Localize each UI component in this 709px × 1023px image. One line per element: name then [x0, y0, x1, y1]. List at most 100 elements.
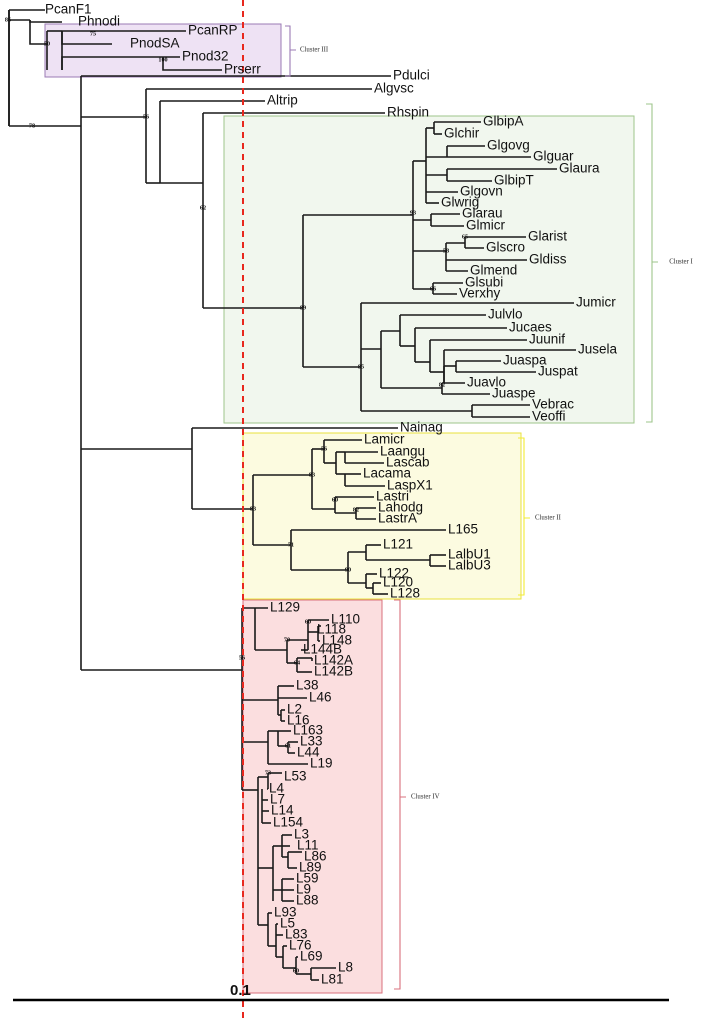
bootstrap-value: 60 [305, 618, 311, 625]
bootstrap-value: 71 [288, 541, 294, 548]
taxon-label: Pdulci [393, 68, 430, 83]
bootstrap-value: 86 [5, 16, 11, 23]
bootstrap-value: 60 [293, 967, 299, 974]
taxon-label: L144B [303, 642, 342, 657]
taxon-label: Juaspa [503, 353, 547, 368]
taxon-label: Algvsc [374, 81, 414, 96]
taxon-label: Juavlo [467, 375, 506, 390]
taxon-label: Lamicr [364, 432, 405, 447]
taxon-label: Glarist [528, 229, 567, 244]
taxon-label: L89 [299, 860, 322, 875]
cluster-2-label: Cluster II [535, 515, 562, 522]
taxon-label: Glmend [470, 263, 517, 278]
taxon-label: Glchir [444, 126, 480, 141]
bootstrap-value: 64 [294, 659, 300, 666]
bootstrap-value: 100 [158, 56, 167, 63]
taxon-label: L33 [300, 734, 323, 749]
tree-branches [8, 9, 576, 981]
taxon-label: L44 [297, 745, 320, 760]
taxon-label: L110 [331, 612, 360, 627]
bootstrap-value: 83 [309, 471, 315, 478]
bootstrap-value: 61 [285, 742, 291, 749]
taxon-label: L2 [287, 702, 302, 717]
bootstrap-value: 90 [345, 566, 351, 573]
bootstrap-value: 82 [353, 506, 359, 513]
bootstrap-value: 93 [410, 209, 416, 216]
taxon-label: Phnodi [78, 14, 120, 29]
taxon-label: Glaura [559, 161, 600, 176]
taxon-label: L122 [379, 566, 409, 581]
taxon-label: Juaspe [492, 386, 536, 401]
taxon-label: L148 [322, 633, 352, 648]
taxon-label: L8 [338, 960, 353, 975]
taxon-label: L83 [285, 927, 308, 942]
taxon-label: Jucaes [509, 320, 552, 335]
cluster-4-bracket [394, 599, 406, 990]
taxon-label: L81 [321, 972, 344, 987]
taxon-label: L19 [310, 756, 333, 771]
taxon-label: Gldiss [529, 252, 567, 267]
taxon-label: L76 [289, 938, 312, 953]
bootstrap-value: 66 [430, 285, 436, 292]
cluster-3-label: Cluster III [300, 47, 329, 54]
taxon-label: Glguar [533, 149, 574, 164]
taxon-label: L154 [273, 815, 304, 830]
taxon-label: Jusela [578, 342, 618, 357]
taxon-label: Lacama [363, 466, 412, 481]
cluster-4-label: Cluster IV [411, 794, 440, 801]
bootstrap-value: 85 [358, 363, 364, 370]
bootstrap-value: 73 [265, 769, 271, 776]
taxon-label: L46 [309, 690, 332, 705]
taxon-label: L69 [300, 949, 323, 964]
taxon-label: LalbU1 [448, 547, 491, 562]
taxon-label: Laangu [380, 444, 425, 459]
taxon-label: Nainag [400, 420, 443, 435]
taxon-label: L88 [296, 893, 319, 908]
taxon-label: Glsubi [465, 275, 503, 290]
taxon-label: LaspX1 [387, 478, 433, 493]
taxon-label: Veoffi [532, 409, 566, 424]
taxon-label: L38 [296, 678, 319, 693]
taxon-label: Juunif [529, 332, 565, 347]
cluster-2-box [242, 432, 522, 600]
cluster-1-bracket [646, 103, 658, 423]
taxon-label: L4 [269, 781, 285, 796]
cluster-4-box [242, 599, 383, 994]
bootstrap-value: 75 [90, 30, 96, 37]
bootstrap-value: 89 [300, 304, 306, 311]
taxon-label: GlbipT [494, 173, 534, 188]
bootstrap-value: 56 [143, 113, 149, 120]
scale-bar-label: 0.1 [230, 982, 251, 999]
taxon-label: Vebrac [532, 397, 574, 412]
taxon-label: L165 [448, 522, 478, 537]
taxon-label: L93 [274, 905, 297, 920]
cluster-2-bracket [518, 437, 530, 596]
taxon-label: Julvlo [488, 307, 523, 322]
taxon-label: LalbU3 [448, 558, 491, 573]
taxon-label: Jumicr [576, 295, 616, 310]
taxon-label: L14 [271, 803, 294, 818]
taxon-label: L53 [284, 769, 307, 784]
taxon-label: L7 [270, 792, 285, 807]
cluster-3-bracket [285, 25, 296, 77]
bootstrap-value: 62 [200, 204, 206, 211]
taxon-label: GlbipA [483, 114, 524, 129]
taxon-label: L163 [293, 723, 323, 738]
cluster-1-label: Cluster I [669, 259, 693, 266]
taxon-label: Rhspin [387, 105, 429, 120]
taxon-label: L59 [296, 871, 319, 886]
taxon-label: Glgovg [487, 138, 530, 153]
taxon-label: L118 [317, 622, 346, 637]
taxon-label: L121 [383, 537, 413, 552]
bootstrap-value: 83 [250, 505, 256, 512]
taxon-label: L142A [314, 653, 353, 668]
taxon-label: L9 [296, 882, 311, 897]
bootstrap-values: 86 50 75 100 78 56 62 93 65 58 66 89 85 82 83 83 56 60 82 7… [5, 16, 468, 974]
taxon-label: Lahodg [378, 500, 423, 515]
bootstrap-value: 56 [239, 654, 245, 661]
cluster-1-box [223, 115, 635, 424]
taxon-label: Glwrig [441, 195, 479, 210]
taxon-label: Glscro [486, 240, 525, 255]
bootstrap-value: 70 [284, 636, 290, 643]
